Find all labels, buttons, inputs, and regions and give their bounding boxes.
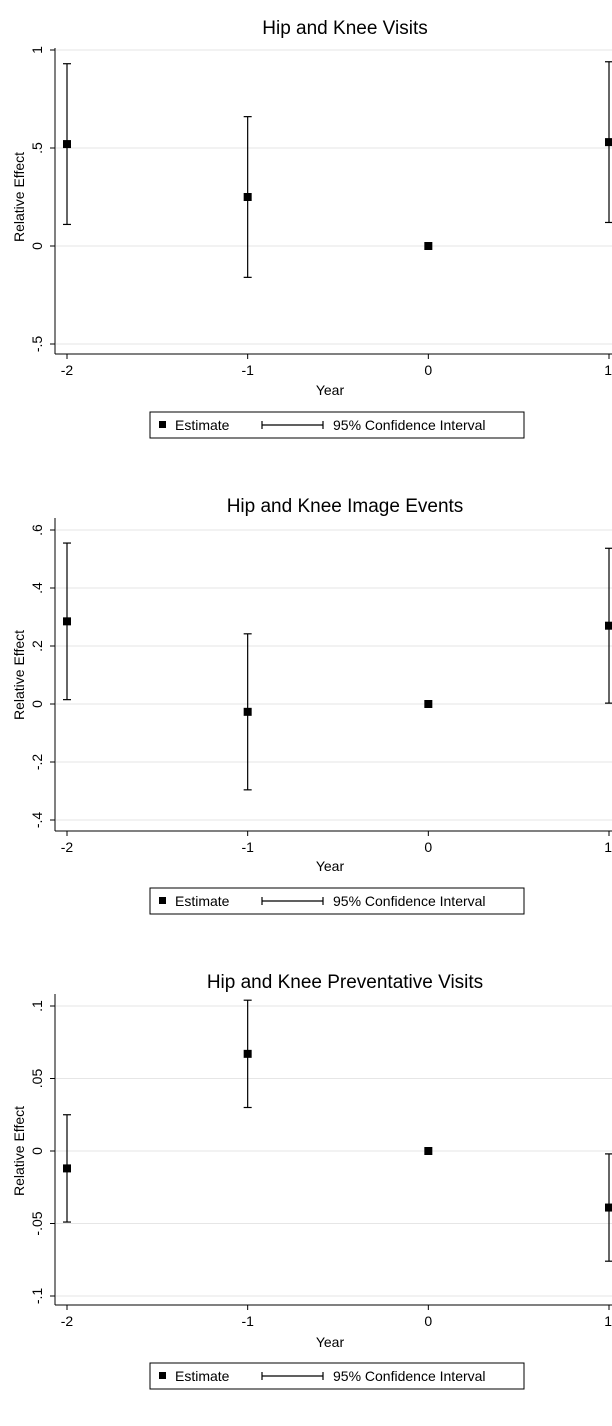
y-tick-label: -.1 <box>29 1288 45 1305</box>
x-tick-label: 1 <box>604 839 612 855</box>
y-tick-label: .2 <box>29 640 45 652</box>
estimate-point <box>605 1203 612 1212</box>
y-tick-label: -.5 <box>29 336 45 353</box>
chart-panel-1: Hip and Knee Visits -.5 0 .5 1 Relative Effec… <box>11 18 612 439</box>
y-tick-label: 0 <box>29 242 45 250</box>
legend: Estimate 95% Confidence Interval <box>149 1362 525 1390</box>
legend-box <box>149 1362 525 1390</box>
x-tick-label: -1 <box>241 362 254 378</box>
estimate-point <box>63 140 71 149</box>
y-tick-label: 0 <box>29 1147 45 1155</box>
legend: Estimate 95% Confidence Interval <box>149 411 525 439</box>
chart-title: Hip and Knee Visits <box>262 18 427 39</box>
estimate-point <box>424 700 433 708</box>
x-tick-label: 1 <box>604 362 612 378</box>
legend-estimate-marker <box>159 897 166 904</box>
legend-estimate-label: Estimate <box>175 417 230 433</box>
legend-estimate-label: Estimate <box>175 1368 230 1384</box>
legend-ci-label: 95% Confidence Interval <box>333 893 486 909</box>
y-tick-label: 1 <box>29 46 45 54</box>
x-tick-label: 0 <box>424 839 432 855</box>
chart-title: Hip and Knee Preventative Visits <box>207 972 483 993</box>
y-axis-label: Relative Effect <box>11 152 27 242</box>
estimate-point <box>243 1049 252 1058</box>
chart-panel-2: Hip and Knee Image Events -.4 -.2 0 .2 .4 .6 Re… <box>11 496 612 915</box>
legend-estimate-label: Estimate <box>175 893 230 909</box>
estimate-point <box>605 138 612 147</box>
x-axis-label: Year <box>316 1334 345 1350</box>
estimate-point <box>243 707 252 716</box>
legend-estimate-marker <box>159 421 166 428</box>
y-tick-label: -.05 <box>29 1211 45 1235</box>
y-tick-label: -.2 <box>29 754 45 771</box>
legend-ci-label: 95% Confidence Interval <box>333 1368 486 1384</box>
legend-box <box>149 411 525 439</box>
x-axis-label: Year <box>316 858 345 874</box>
y-tick-label: .6 <box>29 524 45 536</box>
x-tick-label: 1 <box>604 1313 612 1329</box>
y-tick-label: .1 <box>29 1000 45 1012</box>
y-tick-label: 0 <box>29 700 45 708</box>
x-axis-label: Year <box>316 382 345 398</box>
estimate-point <box>63 1164 71 1173</box>
y-axis-label: Relative Effect <box>11 630 27 720</box>
x-tick-label: 0 <box>424 362 432 378</box>
chart-panel-3: Hip and Knee Preventative Visits -.1 -.05 0… <box>11 972 612 1390</box>
estimate-point <box>63 617 71 626</box>
estimate-point <box>424 1147 433 1155</box>
x-tick-label: -1 <box>241 839 254 855</box>
estimate-point <box>605 621 612 630</box>
legend-estimate-marker <box>159 1372 166 1379</box>
legend: Estimate 95% Confidence Interval <box>149 887 525 915</box>
y-tick-label: .4 <box>29 582 45 594</box>
y-tick-label: .5 <box>29 142 45 154</box>
chart-title: Hip and Knee Image Events <box>227 496 464 517</box>
x-tick-label: -2 <box>61 1313 74 1329</box>
y-tick-label: -.4 <box>29 812 45 829</box>
x-tick-label: 0 <box>424 1313 432 1329</box>
legend-ci-label: 95% Confidence Interval <box>333 417 486 433</box>
x-tick-label: -2 <box>61 362 74 378</box>
legend-box <box>149 887 525 915</box>
estimate-point <box>243 193 252 201</box>
x-tick-label: -2 <box>61 839 74 855</box>
estimate-point <box>424 242 433 250</box>
x-tick-label: -1 <box>241 1313 254 1329</box>
y-axis-label: Relative Effect <box>11 1106 27 1196</box>
y-tick-label: .05 <box>29 1069 45 1089</box>
